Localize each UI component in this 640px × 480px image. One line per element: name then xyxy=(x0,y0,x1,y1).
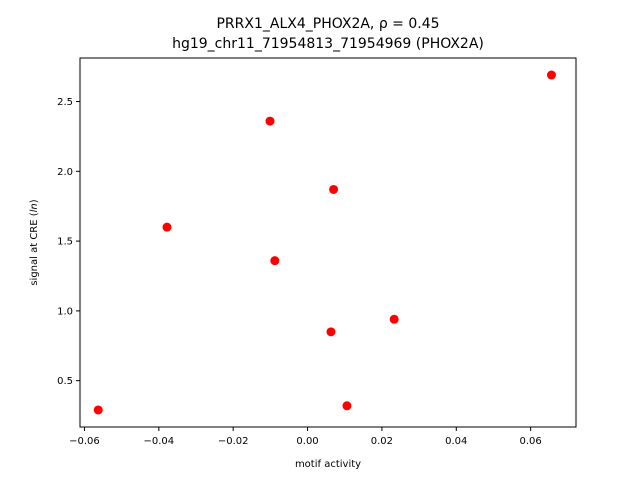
chart-title-line2: hg19_chr11_71954813_71954969 (PHOX2A) xyxy=(172,36,484,52)
x-tick-label: 0.06 xyxy=(520,436,542,447)
y-tick-label: 1.5 xyxy=(57,237,73,248)
y-axis-label: signal at CRE (ln) xyxy=(29,199,40,285)
data-point xyxy=(265,116,275,126)
x-tick-label: 0.02 xyxy=(371,436,393,447)
x-tick-label: 0.00 xyxy=(296,436,318,447)
y-axis-label-suffix: ) xyxy=(29,199,40,203)
data-point xyxy=(389,314,399,324)
data-point xyxy=(93,405,103,415)
y-axis-label-italic: ln xyxy=(29,203,40,212)
x-tick-label: −0.02 xyxy=(218,436,249,447)
y-tick-label: 1.0 xyxy=(57,306,73,317)
x-tick-label: −0.04 xyxy=(143,436,174,447)
data-point xyxy=(329,184,339,194)
y-axis-label-prefix: signal at CRE ( xyxy=(29,212,40,285)
plot-area-frame xyxy=(79,57,577,428)
x-axis-ticks: −0.06 −0.04 −0.02 0.00 0.02 0.04 0.06 xyxy=(69,427,542,447)
chart-title-line1: PRRX1_ALX4_PHOX2A, ρ = 0.45 xyxy=(216,16,439,32)
data-point xyxy=(326,327,336,337)
data-point xyxy=(270,256,280,266)
data-point xyxy=(546,70,556,80)
x-axis-label: motif activity xyxy=(295,459,361,470)
y-tick-label: 2.5 xyxy=(57,97,73,108)
y-tick-label: 2.0 xyxy=(57,167,73,178)
data-points xyxy=(93,70,556,415)
y-tick-label: 0.5 xyxy=(57,376,73,387)
data-point xyxy=(162,222,172,232)
y-axis-ticks: 0.5 1.0 1.5 2.0 2.5 xyxy=(57,97,80,387)
x-tick-label: −0.06 xyxy=(69,436,100,447)
x-tick-label: 0.04 xyxy=(445,436,467,447)
data-point xyxy=(342,401,352,411)
